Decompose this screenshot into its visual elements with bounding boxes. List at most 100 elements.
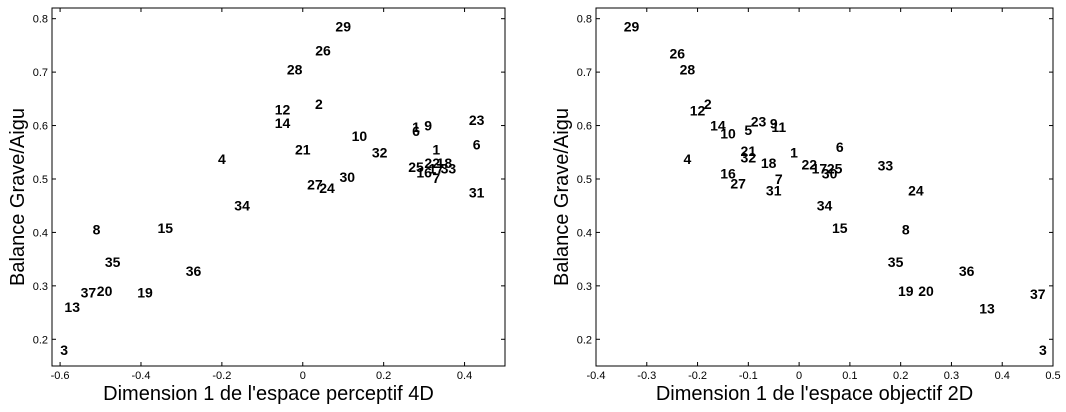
y-axis-title: Balance Grave/Aigu (7, 108, 29, 286)
data-point-label: 12 (690, 103, 706, 119)
y-axis-title: Balance Grave/Aigu (551, 108, 573, 286)
data-point-label: 31 (469, 184, 485, 200)
x-axis-title: Dimension 1 de l'espace objectif 2D (656, 383, 973, 405)
data-point-label: 6 (473, 136, 481, 152)
data-point-label: 11 (771, 119, 786, 135)
data-point-label: 9 (770, 115, 778, 131)
y-tick-label: 0.5 (33, 174, 48, 186)
chart-right: -0.4 -0.3 -0.2 -0.1 0 0.1 0.2 0.3 0.4 0.5 0.2 0.3 0.… (551, 7, 1061, 405)
y-tick-label: 0.3 (577, 281, 592, 293)
x-tick-label: 0 (796, 370, 802, 382)
x-tick-label: -0.6 (51, 370, 70, 382)
x-tick-label: 0.4 (995, 370, 1010, 382)
data-point-label: 12 (275, 102, 291, 118)
x-tick-label: 0.2 (893, 370, 908, 382)
y-tick-label: 0.4 (33, 227, 48, 239)
y-tick-label: 0.2 (577, 334, 592, 346)
data-point-label: 37 (81, 284, 97, 300)
data-point-label: 4 (684, 151, 692, 167)
data-point-label: 16 (720, 166, 736, 182)
data-point-label: 18 (437, 155, 453, 171)
y-tick-label: 0.8 (33, 14, 48, 26)
data-point-label: 3 (60, 342, 68, 358)
data-point-label: 25 (827, 160, 843, 176)
data-point-label: 17 (812, 160, 828, 176)
data-point-label: 13 (64, 299, 80, 315)
y-tick-label: 0.7 (33, 67, 48, 79)
data-point-label: 32 (741, 150, 757, 166)
data-point-label: 1 (412, 119, 420, 135)
x-tick-label: 0.5 (1045, 370, 1060, 382)
data-point-label: 16 (416, 165, 432, 181)
data-point-label: 18 (761, 155, 777, 171)
x-tick-label: 0.3 (944, 370, 959, 382)
data-point-label: 13 (979, 300, 995, 316)
data-point-label: 26 (669, 45, 685, 61)
data-point-label: 2 (704, 96, 712, 112)
data-point-label: 7 (432, 170, 440, 186)
data-point-label: 23 (469, 112, 485, 128)
chart-left: -0.6 -0.4 -0.2 0 0.2 0.4 0.2 0.3 0.4 0.5 0.6 0.7 0.8… (7, 7, 506, 405)
data-point-label: 19 (137, 284, 153, 300)
data-point-label: 8 (902, 222, 910, 238)
data-point-label: 21 (741, 143, 757, 159)
y-tick-label: 0.6 (577, 121, 592, 133)
data-point-label: 23 (751, 113, 767, 129)
x-tick-label: -0.2 (688, 370, 707, 382)
data-point-label: 17 (428, 160, 444, 176)
data-point-label: 28 (287, 61, 303, 77)
data-point-label: 33 (441, 160, 457, 176)
data-point-label: 10 (720, 126, 736, 142)
data-point-label: 3 (1039, 342, 1047, 358)
x-tick-label: -0.4 (587, 370, 606, 382)
data-point-label: 36 (959, 263, 975, 279)
x-tick-label: -0.4 (131, 370, 150, 382)
x-tick-label: 0.1 (842, 370, 857, 382)
data-point-label: 35 (105, 254, 121, 270)
plot-frame (595, 7, 1054, 367)
data-point-label: 25 (408, 159, 424, 175)
data-point-label: 27 (730, 175, 746, 191)
data-point-label: 22 (801, 157, 817, 173)
data-point-label: 30 (822, 166, 838, 182)
data-point-label: 21 (295, 142, 311, 158)
data-point-label: 7 (775, 171, 783, 187)
data-point-label: 15 (157, 220, 173, 236)
data-point-label: 1 (790, 144, 798, 160)
data-point-label: 24 (908, 183, 924, 199)
data-point-label: 6 (412, 123, 420, 139)
data-point-label: 35 (888, 254, 904, 270)
y-tick-label: 0.4 (577, 227, 592, 239)
data-point-label: 24 (319, 180, 335, 196)
data-point-label: 15 (832, 220, 848, 236)
data-point-label: 30 (339, 169, 355, 185)
data-point-label: 29 (335, 19, 351, 35)
x-tick-label: 0 (300, 370, 306, 382)
x-tick-label: 0.2 (376, 370, 391, 382)
data-point-label: 5 (744, 122, 752, 138)
x-tick-label: 0.4 (457, 370, 472, 382)
data-point-label: 34 (817, 198, 833, 214)
y-tick-label: 0.8 (577, 14, 592, 26)
x-tick-label: -0.1 (739, 370, 758, 382)
data-point-label: 31 (766, 183, 782, 199)
x-tick-label: -0.3 (637, 370, 656, 382)
data-point-label: 33 (878, 158, 894, 174)
data-point-label: 26 (315, 43, 331, 59)
y-tick-label: 0.6 (33, 121, 48, 133)
x-axis-title: Dimension 1 de l'espace perceptif 4D (103, 383, 434, 405)
data-point-label: 20 (97, 283, 113, 299)
y-tick-label: 0.2 (33, 334, 48, 346)
data-point-label: 2 (315, 96, 323, 112)
y-tick-label: 0.3 (33, 281, 48, 293)
data-point-label: 27 (307, 176, 323, 192)
data-point-label: 34 (234, 198, 250, 214)
data-point-label: 8 (93, 222, 101, 238)
data-point-label: 28 (680, 61, 696, 77)
y-tick-label: 0.7 (577, 67, 592, 79)
data-point-label: 19 (898, 283, 914, 299)
data-point-label: 10 (352, 128, 368, 144)
data-point-label: 22 (424, 155, 440, 171)
data-point-label: 29 (624, 19, 640, 35)
data-point-label: 9 (424, 118, 432, 134)
